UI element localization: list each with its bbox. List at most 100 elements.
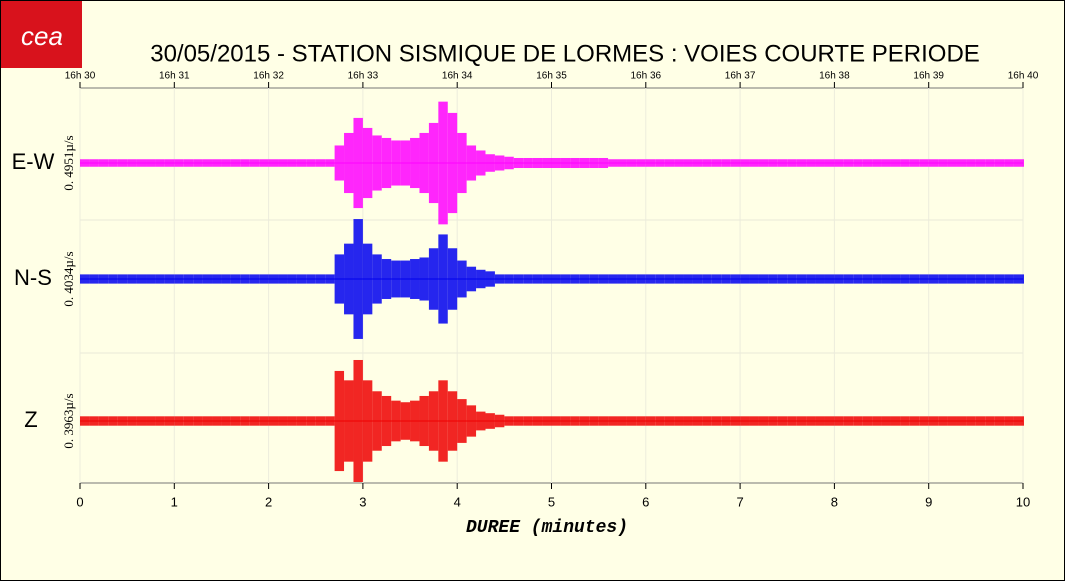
trace-segment bbox=[806, 416, 816, 426]
trace-segment bbox=[664, 274, 675, 284]
logo-box bbox=[1, 1, 82, 68]
trace-segment bbox=[655, 274, 665, 284]
trace-segment bbox=[315, 416, 326, 426]
trace-segment bbox=[834, 159, 844, 167]
trace-segment bbox=[523, 274, 533, 284]
trace-segment bbox=[117, 159, 128, 167]
channel-name: E-W bbox=[12, 149, 55, 174]
trace-segment bbox=[796, 274, 807, 284]
trace-segment bbox=[843, 416, 854, 426]
trace-segment bbox=[98, 159, 109, 167]
trace-segment bbox=[400, 140, 411, 186]
trace-segment bbox=[221, 159, 231, 167]
trace-segment bbox=[146, 159, 156, 167]
trace-segment bbox=[428, 391, 439, 451]
x2-tick-label: 16h 31 bbox=[159, 71, 190, 82]
trace-segment bbox=[146, 274, 156, 284]
trace-segment bbox=[890, 274, 901, 284]
trace-segment bbox=[617, 416, 627, 426]
trace-segment bbox=[306, 274, 316, 284]
trace-segment bbox=[325, 274, 335, 284]
trace-segment bbox=[80, 416, 90, 426]
trace-segment bbox=[306, 416, 316, 426]
trace-segment bbox=[457, 399, 467, 443]
trace-segment bbox=[494, 155, 505, 171]
trace-segment bbox=[117, 274, 128, 284]
trace-segment bbox=[193, 159, 203, 167]
trace-segment bbox=[381, 259, 392, 299]
trace-segment bbox=[853, 416, 863, 426]
trace-segment bbox=[626, 159, 637, 167]
trace-segment bbox=[108, 274, 118, 284]
trace-segment bbox=[655, 159, 665, 167]
trace-segment bbox=[362, 380, 373, 462]
trace-segment bbox=[626, 274, 637, 284]
trace-segment bbox=[702, 416, 712, 426]
trace-segment bbox=[259, 274, 269, 284]
trace-segment bbox=[692, 274, 703, 284]
trace-segment bbox=[909, 416, 920, 426]
trace-segment bbox=[806, 159, 816, 167]
trace-segment bbox=[325, 416, 335, 426]
trace-segment bbox=[278, 159, 288, 167]
trace-segment bbox=[136, 274, 147, 284]
trace-segment bbox=[268, 159, 279, 167]
trace-segment bbox=[919, 274, 929, 284]
x2-tick-label: 16h 35 bbox=[536, 71, 567, 82]
x2-tick-label: 16h 37 bbox=[725, 71, 756, 82]
trace-segment bbox=[928, 274, 939, 284]
trace-segment bbox=[410, 259, 420, 299]
trace-segment bbox=[702, 159, 712, 167]
trace-segment bbox=[674, 159, 684, 167]
trace-segment bbox=[98, 274, 109, 284]
trace-segment bbox=[985, 416, 995, 426]
trace-segment bbox=[542, 274, 552, 284]
trace-segment bbox=[787, 416, 797, 426]
trace-segment bbox=[608, 159, 618, 167]
trace-segment bbox=[862, 416, 873, 426]
trace-segment bbox=[881, 159, 891, 167]
trace-segment bbox=[636, 159, 646, 167]
trace-segment bbox=[730, 274, 741, 284]
trace-segment bbox=[542, 416, 552, 426]
trace-segment bbox=[513, 416, 524, 426]
trace-segment bbox=[947, 274, 957, 284]
trace-segment bbox=[947, 159, 957, 167]
trace-segment bbox=[1013, 159, 1023, 167]
trace-segment bbox=[608, 274, 618, 284]
trace-segment bbox=[872, 274, 882, 284]
trace-segment bbox=[824, 159, 835, 167]
x-tick-label: 4 bbox=[454, 494, 461, 509]
trace-segment bbox=[1023, 159, 1024, 167]
trace-segment bbox=[438, 234, 448, 324]
trace-segment bbox=[89, 416, 99, 426]
trace-segment bbox=[617, 159, 627, 167]
trace-segment bbox=[202, 274, 213, 284]
trace-segment bbox=[466, 266, 477, 292]
trace-segment bbox=[721, 274, 731, 284]
trace-segment bbox=[212, 274, 222, 284]
trace-segment bbox=[674, 416, 684, 426]
trace-segment bbox=[608, 416, 618, 426]
trace-segment bbox=[730, 159, 741, 167]
trace-segment bbox=[353, 359, 363, 483]
trace-segment bbox=[711, 416, 722, 426]
x-tick-label: 9 bbox=[925, 494, 932, 509]
trace-segment bbox=[768, 416, 778, 426]
trace-segment bbox=[240, 159, 250, 167]
x-tick-label: 5 bbox=[548, 494, 555, 509]
trace-segment bbox=[1013, 416, 1023, 426]
x-tick-label: 7 bbox=[736, 494, 743, 509]
trace-segment bbox=[1023, 416, 1024, 426]
trace-segment bbox=[353, 219, 363, 339]
trace-segment bbox=[230, 416, 241, 426]
trace-segment bbox=[400, 402, 411, 440]
trace-segment bbox=[457, 132, 467, 194]
channel-scale: 0. 3963µ/s bbox=[61, 393, 76, 448]
trace-segment bbox=[117, 416, 128, 426]
trace-segment bbox=[504, 274, 514, 284]
trace-segment bbox=[570, 416, 580, 426]
trace-segment bbox=[711, 159, 722, 167]
trace-segment bbox=[740, 416, 750, 426]
